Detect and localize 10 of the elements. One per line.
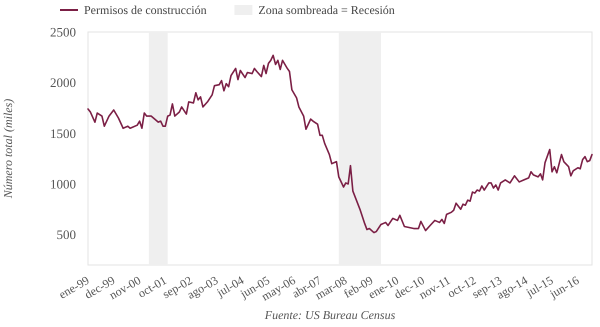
y-tick-label: 500 xyxy=(56,227,76,242)
y-axis-title: Número total (miles) xyxy=(1,98,15,200)
legend-label: Permisos de construcción xyxy=(84,3,207,18)
y-tick-label: 2000 xyxy=(50,75,76,90)
legend-label: Zona sombreada = Recesión xyxy=(258,3,395,18)
line-series xyxy=(87,54,593,234)
y-tick-label: 2500 xyxy=(50,24,76,40)
y-tick-label: 1000 xyxy=(50,176,76,192)
y-tick-label: 1500 xyxy=(50,126,76,141)
source-note: Fuente: US Bureau Census xyxy=(264,308,396,322)
